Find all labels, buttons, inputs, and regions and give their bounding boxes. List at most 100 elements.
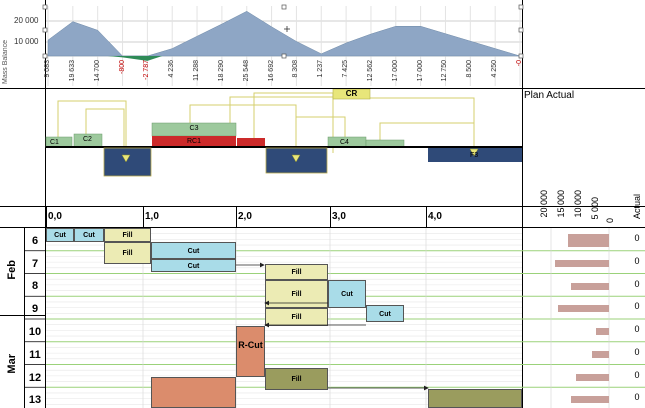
mass-value-label: 7 425: [342, 60, 350, 78]
activity-label: Cut: [187, 262, 200, 270]
activity-label: Cut: [187, 247, 200, 255]
x-axis-label-2: 2,0: [238, 211, 252, 222]
mass-value-label: 18 290: [217, 60, 225, 82]
actual-value: 0: [634, 369, 640, 380]
mass-value-label: -2 787: [143, 60, 151, 80]
plan-bar: [555, 259, 609, 267]
chart-handle-tc[interactable]: [281, 4, 287, 10]
haul-label-rc1: RC1: [186, 138, 201, 145]
activity-cut[interactable]: Cut: [74, 228, 104, 242]
mass-value-label: 14 700: [93, 60, 101, 82]
activity-label: Fill: [291, 269, 302, 276]
right-tick-10000: 10 000: [573, 190, 583, 218]
month-divider: [0, 315, 46, 316]
plan-bar: [571, 396, 609, 404]
day-label-13: 13: [28, 394, 42, 406]
activity-fill[interactable]: Fill: [104, 228, 151, 242]
right-panel-border: [522, 0, 523, 408]
actual-value: 0: [634, 278, 640, 289]
mass-panel-bottom: [0, 88, 645, 89]
plan-bar: [558, 305, 609, 313]
actual-value: 0: [634, 392, 640, 403]
x-axis-tick: [236, 207, 237, 227]
x-axis-label-3: 3,0: [332, 211, 346, 222]
haul-fill-f3[interactable]: [428, 148, 522, 162]
activity-cut[interactable]: Cut: [328, 280, 366, 308]
day-label-7: 7: [31, 258, 39, 270]
activity-label: Fill: [291, 376, 302, 383]
right-tick-5000: 5 000: [590, 197, 600, 220]
haul-label-c1: C1: [50, 139, 59, 146]
actual-value: 0: [634, 255, 640, 266]
activity-cut[interactable]: Cut: [151, 242, 236, 259]
mass-value-label: 12 562: [366, 60, 374, 82]
chart-handle-ml[interactable]: [42, 27, 48, 33]
y-tick-20000: 20 000: [14, 16, 39, 25]
activity-fill[interactable]: Fill: [265, 308, 328, 326]
mass-value-label: 11 288: [193, 60, 201, 81]
chart-handle-tr[interactable]: [518, 4, 524, 10]
activity-fill[interactable]: Fill: [104, 242, 151, 264]
plan-bar: [568, 234, 609, 247]
mass-value-label: 8 308: [292, 60, 300, 78]
haul-arrow-icon: [469, 148, 479, 157]
month-column-divider: [24, 228, 25, 408]
activity-label: Cut: [83, 232, 95, 239]
haul-label-f3: F3: [470, 152, 479, 159]
mass-value-label: 16 692: [267, 60, 275, 82]
dependency-arrows: [236, 262, 429, 391]
haul-fill-f1[interactable]: [103, 147, 152, 177]
actual-value: 0: [634, 301, 640, 312]
x-axis-tick: [426, 207, 427, 227]
mass-value-label: 8 500: [466, 60, 474, 78]
activity-cut[interactable]: Cut: [46, 228, 74, 242]
day-label-9: 9: [31, 303, 39, 315]
activity-rcut[interactable]: [151, 377, 236, 408]
mass-value-label: 19 633: [68, 60, 76, 82]
day-label-8: 8: [31, 280, 39, 292]
chart-handle-br[interactable]: [518, 53, 524, 59]
right-tick-0: 0: [605, 218, 615, 224]
right-tick-20000: 20 000: [539, 190, 549, 218]
haul-rcut-small[interactable]: [237, 138, 265, 147]
day-label-10: 10: [28, 326, 42, 338]
move-cursor-icon: [284, 26, 290, 32]
x-axis-tick: [330, 207, 331, 227]
activity-fill[interactable]: Fill: [265, 264, 328, 280]
haul-label-c2: C2: [83, 136, 92, 143]
chart-handle-bc[interactable]: [281, 53, 287, 59]
x-axis-label-1: 1,0: [145, 211, 159, 222]
mass-value-label: 17 000: [416, 60, 424, 82]
mass-balance-chart: [42, 4, 524, 86]
haul-label-c4: C4: [340, 139, 349, 146]
mass-value-label: -0: [516, 60, 523, 67]
day-label-12: 12: [28, 372, 42, 384]
mass-balance-negative-area: [107, 56, 163, 61]
mass-value-label: 4 250: [491, 60, 499, 78]
activity-rcut[interactable]: R-Cut: [236, 326, 265, 377]
mass-value-label: -800: [118, 60, 126, 75]
x-axis-tick: [46, 207, 47, 227]
mass-value-label: 17 000: [391, 60, 399, 82]
day-label-11: 11: [29, 349, 41, 361]
haul-cut-c5[interactable]: [365, 139, 405, 148]
mass-value-label: 1 237: [317, 60, 325, 78]
chart-handle-bl[interactable]: [42, 53, 48, 59]
mass-value-label: 9 083: [44, 60, 51, 78]
haul-cr-block[interactable]: [332, 89, 371, 100]
chart-handle-tl[interactable]: [42, 4, 48, 10]
activity-label: Fill: [291, 314, 302, 321]
activity-cut[interactable]: Cut: [151, 259, 236, 272]
activity-fill-dark[interactable]: Fill: [265, 368, 328, 390]
activity-label: Cut: [341, 291, 353, 298]
haul-rcut-rc1[interactable]: [152, 136, 236, 147]
chart-handle-mr[interactable]: [518, 27, 524, 33]
y-tick-10000: 10 000: [14, 37, 39, 46]
activity-cut[interactable]: Cut: [366, 305, 404, 322]
plan-bar: [571, 282, 609, 290]
plan-bar: [595, 328, 609, 335]
haul-label-cr: CR: [345, 89, 358, 98]
mass-value-label: 25 548: [242, 60, 250, 82]
haul-diagram: [45, 89, 522, 177]
